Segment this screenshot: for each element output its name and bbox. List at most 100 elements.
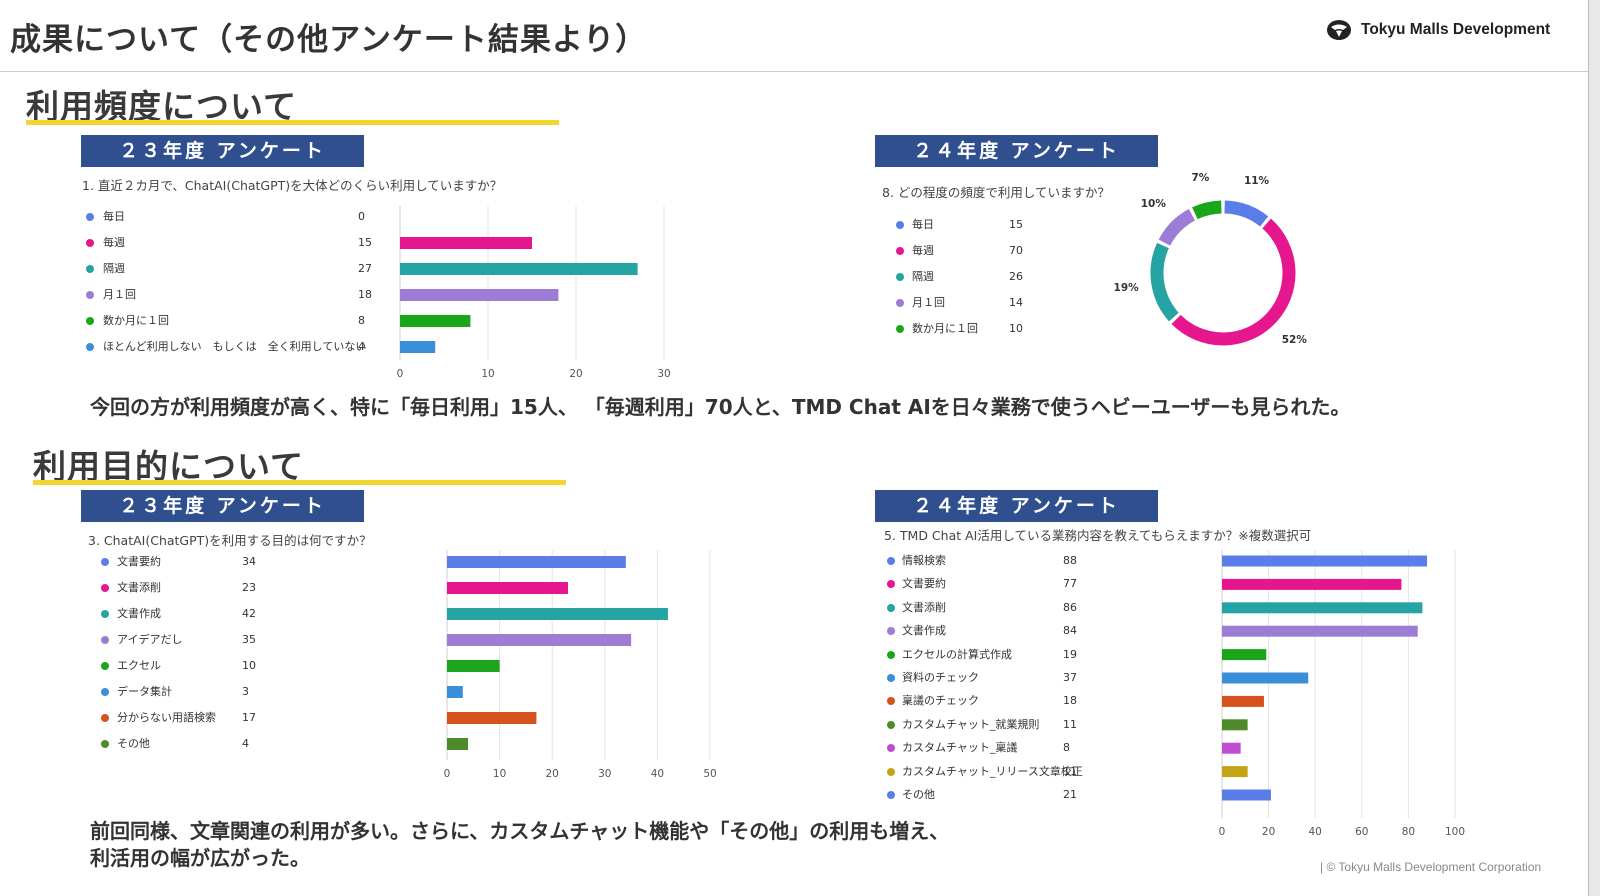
purpose23-bar [447, 712, 537, 724]
question-freq-23: 1. 直近２カ月で、ChatAI(ChatGPT)を大体どのくらい利用しています… [82, 178, 503, 193]
purpose24-value-label: 88 [1063, 554, 1077, 567]
purpose23-tick-label: 0 [443, 768, 451, 780]
purpose24-legend-dot [887, 557, 895, 565]
purpose24-legend-dot [887, 580, 895, 589]
question-purpose-23: 3. ChatAI(ChatGPT)を利用する目的は何ですか？ [88, 533, 372, 548]
freq24-legend-dot [896, 247, 904, 255]
freq24-percent-label: 10% [1140, 198, 1166, 211]
purpose23-tick-label: 20 [545, 768, 559, 780]
freq24-legend-dot [896, 299, 904, 307]
purpose23-legend-dot [101, 636, 109, 644]
purpose24-value-label: 18 [1063, 694, 1077, 708]
purpose24-tick-label: 60 [1355, 826, 1369, 838]
freq23-tick-label: 20 [569, 368, 583, 380]
purpose24-value-label: 19 [1063, 647, 1077, 661]
freq24-percent-label: 11% [1243, 174, 1270, 187]
purpose23-value-label: 17 [242, 711, 256, 724]
freq24-donut-slice [1158, 209, 1196, 246]
purpose24-category-label: その他 [902, 788, 935, 801]
purpose23-value-label: 10 [242, 659, 256, 672]
purpose24-value-label: 86 [1063, 600, 1077, 614]
section-underline-purpose [33, 480, 566, 485]
freq23-legend-dot [86, 265, 94, 273]
freq23-bar [400, 341, 436, 353]
purpose23-value-label: 3 [242, 685, 249, 698]
purpose24-category-label: 情報検索 [902, 554, 946, 567]
purpose24-legend-dot [887, 603, 895, 612]
freq23-category-label: ほとんど利用しない もしくは 全く利用していない [103, 340, 367, 353]
page-title: 成果について（その他アンケート結果より） [10, 22, 648, 58]
purpose23-bar [447, 686, 463, 698]
freq23-legend-dot [86, 213, 94, 221]
freq23-bar [400, 237, 532, 249]
freq24-percent-label: 52% [1281, 334, 1307, 347]
summary-purpose-line2: 利活用の幅が広がった。 [90, 846, 310, 870]
freq24-donut-slice [1192, 200, 1222, 220]
freq24-percent-label: 7% [1191, 171, 1210, 184]
purpose23-legend-dot [101, 558, 109, 566]
purpose23-value-label: 23 [242, 581, 256, 594]
purpose24-tick-label: 20 [1261, 826, 1276, 838]
freq24-category-label: 隔週 [912, 270, 934, 283]
purpose24-bar [1222, 719, 1248, 731]
freq24-value-label: 26 [1009, 270, 1023, 283]
freq23-category-label: 毎日 [103, 210, 125, 223]
logo-mark-icon [1327, 20, 1351, 40]
logo-text: Tokyu Malls Development [1361, 21, 1551, 38]
freq23-category-label: 数か月に１回 [103, 314, 169, 327]
purpose23-category-label: その他 [117, 737, 150, 750]
company-logo: Tokyu Malls Development [1325, 18, 1550, 42]
purpose24-value-label: 8 [1063, 741, 1070, 755]
purpose24-category-label: 稟議のチェック [902, 694, 979, 708]
purpose23-category-label: 文書添削 [117, 581, 161, 594]
purpose24-bar [1222, 672, 1309, 684]
purpose24-legend-dot [887, 767, 895, 776]
question-freq-24: 8. どの程度の頻度で利用していますか？ [882, 185, 1111, 200]
purpose24-legend-dot [887, 674, 895, 682]
purpose24-category-label: 文書添削 [902, 600, 946, 614]
purpose24-category-label: カスタムチャット_就業規則 [902, 717, 1040, 731]
survey-badge-freq-23: ２３年度 アンケート [81, 135, 364, 167]
purpose24-legend-dot [887, 744, 895, 753]
freq24-value-label: 14 [1009, 296, 1023, 309]
purpose23-category-label: アイデアだし [117, 633, 183, 646]
purpose24-value-label: 84 [1063, 624, 1077, 638]
purpose24-bar [1222, 625, 1418, 637]
purpose23-tick-label: 10 [492, 768, 507, 780]
purpose24-bar [1222, 766, 1248, 778]
purpose24-category-label: カスタムチャット_リリース文章校正 [902, 764, 1083, 778]
purpose24-bar [1222, 555, 1428, 567]
freq24-value-label: 10 [1009, 322, 1023, 335]
freq24-category-label: 月１回 [912, 296, 945, 309]
freq23-value-label: 8 [358, 314, 365, 327]
summary-purpose-line1: 前回同様、文章関連の利用が多い。さらに、カスタムチャット機能や「その他」の利用も… [90, 819, 950, 843]
freq24-category-label: 毎日 [912, 218, 934, 231]
purpose23-bar [447, 556, 626, 568]
purpose24-tick-label: 100 [1444, 826, 1466, 838]
freq23-tick-label: 10 [481, 368, 495, 380]
copyright: | © Tokyu Malls Development Corporation [1320, 860, 1542, 874]
freq23-legend-dot [86, 343, 94, 351]
purpose23-category-label: 文書要約 [117, 555, 161, 568]
survey-badge-purpose-24: ２４年度 アンケート [875, 490, 1158, 522]
purpose24-tick-label: 40 [1308, 826, 1322, 838]
freq23-legend-dot [86, 317, 94, 325]
purpose24-legend-dot [887, 720, 895, 729]
freq24-donut-slice [1224, 200, 1269, 227]
survey-badge-purpose-23: ２３年度 アンケート [81, 490, 364, 522]
purpose23-legend-dot [101, 740, 109, 748]
purpose23-value-label: 34 [242, 555, 256, 568]
purpose24-category-label: 文書作成 [902, 624, 946, 638]
purpose23-legend-dot [101, 662, 109, 670]
purpose23-category-label: エクセル [117, 659, 161, 672]
purpose24-bar [1222, 695, 1264, 707]
freq23-tick-label: 30 [657, 368, 671, 380]
freq23-category-label: 毎週 [103, 236, 125, 249]
freq24-category-label: 数か月に１回 [912, 322, 978, 335]
purpose23-tick-label: 50 [703, 768, 717, 780]
section-underline-frequency [26, 120, 559, 125]
purpose24-category-label: エクセルの計算式作成 [902, 647, 1012, 661]
freq24-donut-slice [1150, 242, 1179, 322]
freq23-category-label: 月１回 [103, 288, 136, 301]
purpose24-value-label: 11 [1063, 717, 1077, 731]
